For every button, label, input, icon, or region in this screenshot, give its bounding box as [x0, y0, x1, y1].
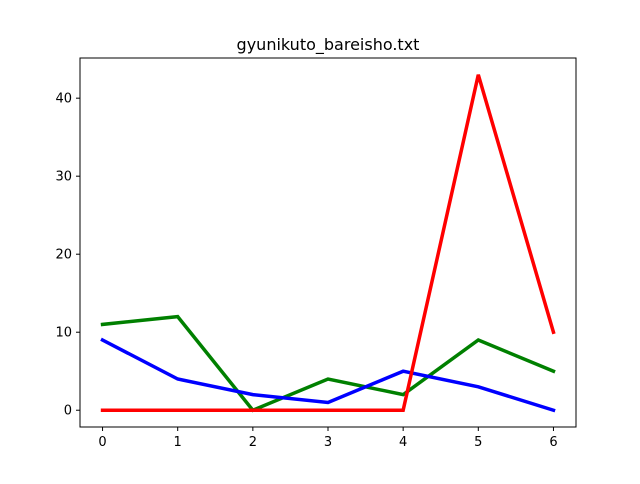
x-axis: 0 1 2 3 4 5 6	[98, 427, 557, 450]
x-tick-label: 0	[98, 435, 106, 450]
y-tick-label: 0	[64, 404, 72, 419]
series-line-2	[103, 75, 554, 410]
x-tick-label: 6	[549, 435, 557, 450]
x-tick-label: 5	[474, 435, 482, 450]
x-tick-label: 3	[324, 435, 332, 450]
chart-title: gyunikuto_bareisho.txt	[237, 35, 420, 55]
y-axis: 0 10 20 30 40	[55, 92, 80, 419]
y-tick-label: 40	[55, 92, 72, 107]
y-tick-label: 20	[55, 248, 72, 263]
x-tick-label: 1	[174, 435, 182, 450]
series-line-1	[103, 340, 554, 410]
x-tick-label: 2	[249, 435, 257, 450]
series-line-0	[103, 317, 554, 411]
y-tick-label: 10	[55, 326, 72, 341]
plot-area-frame	[80, 58, 576, 427]
y-tick-label: 30	[55, 170, 72, 185]
x-tick-label: 4	[399, 435, 407, 450]
series-layer	[103, 75, 554, 410]
